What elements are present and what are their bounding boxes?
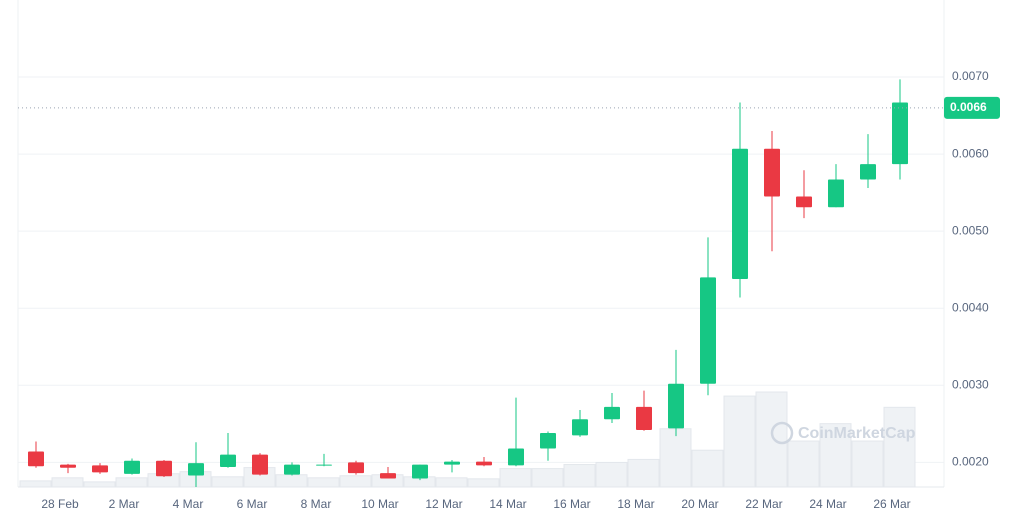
x-tick-label: 18 Mar — [617, 497, 654, 511]
candle-body — [828, 179, 844, 208]
y-tick-label: 0.0020 — [952, 455, 989, 469]
x-tick-label: 28 Feb — [41, 497, 79, 511]
candle-body — [412, 464, 428, 479]
x-tick-label: 24 Mar — [809, 497, 846, 511]
x-tick-label: 22 Mar — [745, 497, 782, 511]
candle-body — [732, 148, 748, 279]
candle-body — [764, 148, 780, 197]
x-tick-label: 20 Mar — [681, 497, 718, 511]
candle-body — [604, 406, 620, 420]
x-tick-label: 4 Mar — [173, 497, 204, 511]
x-tick-label: 2 Mar — [109, 497, 140, 511]
volume-bar — [787, 440, 820, 488]
volume-bar — [83, 481, 116, 488]
y-tick-label: 0.0060 — [952, 146, 989, 160]
y-tick-label: 0.0070 — [952, 69, 989, 83]
candle-body — [220, 454, 236, 467]
volume-bar — [755, 391, 788, 488]
volume-bar — [115, 477, 148, 488]
volume-bar — [531, 468, 564, 488]
volume-bar — [211, 476, 244, 488]
x-tick-label: 16 Mar — [553, 497, 590, 511]
volume-bar — [467, 478, 500, 488]
candle-body — [188, 463, 204, 476]
candle-body — [796, 196, 812, 208]
candle-body — [700, 277, 716, 384]
volume-bar — [819, 423, 852, 488]
y-tick-label: 0.0030 — [952, 377, 989, 391]
candle-body — [636, 406, 652, 430]
watermark-text: CoinMarketCap — [798, 425, 916, 442]
volume-bar — [275, 474, 308, 488]
volume-bar — [499, 468, 532, 488]
candle-body — [124, 460, 140, 474]
current-price-label: 0.0066 — [950, 100, 987, 114]
candle-body — [380, 473, 396, 479]
y-tick-label: 0.0040 — [952, 300, 989, 314]
candle-body — [540, 433, 556, 449]
candle-body — [28, 451, 44, 467]
x-tick-label: 6 Mar — [237, 497, 268, 511]
candle-body — [860, 164, 876, 180]
x-tick-label: 14 Mar — [489, 497, 526, 511]
volume-bar — [723, 395, 756, 488]
candle-body — [892, 102, 908, 165]
x-tick-label: 12 Mar — [425, 497, 462, 511]
volume-bar — [659, 428, 692, 488]
candle-body — [316, 464, 332, 466]
candle-body — [156, 460, 172, 477]
candle-body — [252, 454, 268, 475]
candle-body — [444, 461, 460, 465]
volume-bar — [691, 449, 724, 488]
candle-body — [284, 464, 300, 475]
volume-bar — [435, 477, 468, 488]
volume-bar — [339, 475, 372, 488]
y-tick-label: 0.0050 — [952, 223, 989, 237]
volume-bar — [563, 464, 596, 488]
watermark: CoinMarketCap — [770, 421, 916, 445]
volume-bar — [883, 406, 916, 488]
candle-body — [668, 383, 684, 429]
candle-body — [476, 461, 492, 466]
candle-body — [348, 462, 364, 474]
current-price-box — [944, 96, 1000, 119]
volume-bar — [307, 477, 340, 488]
x-tick-label: 8 Mar — [301, 497, 332, 511]
candle-body — [60, 464, 76, 468]
candle-body — [92, 465, 108, 473]
candle-body — [508, 448, 524, 466]
watermark-logo — [770, 421, 794, 445]
volume-bar — [595, 461, 628, 488]
volume-bar — [19, 480, 52, 488]
volume-bar — [51, 477, 84, 488]
volume-bar — [627, 458, 660, 488]
x-tick-label: 26 Mar — [873, 497, 910, 511]
volume-bar — [851, 440, 884, 488]
candle-body — [572, 419, 588, 436]
x-tick-label: 10 Mar — [361, 497, 398, 511]
